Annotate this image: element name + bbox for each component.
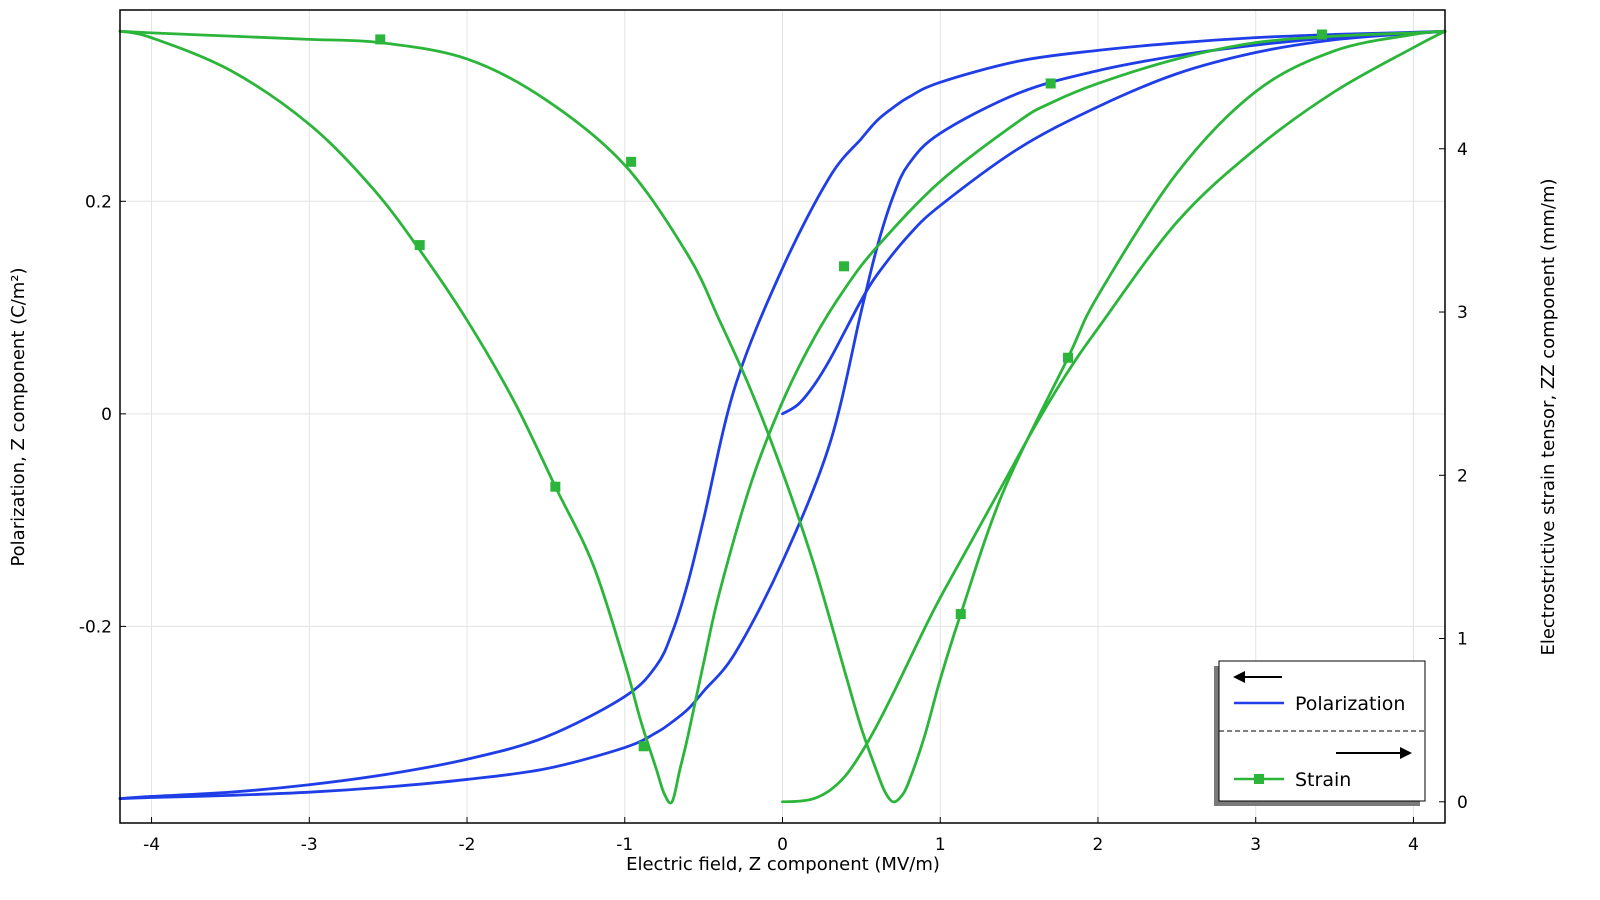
y-right-tick-label: 1 <box>1457 630 1468 650</box>
y-right-tick-label: 0 <box>1457 793 1468 813</box>
x-tick-label: 3 <box>1250 835 1261 855</box>
strain-marker <box>626 156 637 167</box>
strain-marker <box>1045 78 1056 89</box>
y-right-tick-label: 3 <box>1457 303 1468 323</box>
strain-marker <box>638 741 649 752</box>
x-tick-label: -1 <box>616 835 633 855</box>
strain-series-line <box>781 29 1447 804</box>
legend-label-polarization: Polarization <box>1295 693 1405 715</box>
strain-marker <box>1316 29 1327 40</box>
strain-series-line <box>118 29 1447 804</box>
y-right-tick-label: 4 <box>1457 140 1468 160</box>
tick-labels: -4 -3 -2 -1 0 1 2 3 4 0.2 0 -0.2 4 3 2 1 0 <box>79 140 1468 855</box>
strain-series-line <box>118 29 1447 805</box>
x-axis-title: Electric field, Z component (MV/m) <box>626 854 940 875</box>
polarization-series-line <box>781 29 1447 416</box>
x-tick-label: -3 <box>301 835 318 855</box>
legend-left-arrow-head <box>1233 671 1245 683</box>
y-left-tick-label: 0.2 <box>85 192 112 212</box>
strain-marker <box>375 34 386 45</box>
legend-swatch-strain-marker <box>1254 774 1264 784</box>
strain-marker <box>1063 352 1074 363</box>
x-tick-label: 0 <box>777 835 788 855</box>
left-axis-title: Polarization, Z component (C/m²) <box>8 267 29 566</box>
x-tick-label: 2 <box>1093 835 1104 855</box>
y-left-tick-label: 0 <box>101 405 112 425</box>
strain-marker <box>955 609 966 620</box>
legend-label-strain: Strain <box>1295 769 1351 791</box>
polarization-series-line <box>118 29 1447 800</box>
x-tick-label: -2 <box>459 835 476 855</box>
strain-marker <box>839 261 850 272</box>
x-tick-label: 1 <box>935 835 946 855</box>
strain-marker <box>550 481 561 492</box>
series-layer <box>118 29 1447 805</box>
legend: Polarization Strain <box>1214 660 1426 806</box>
polarization-series-line <box>118 29 1447 800</box>
y-left-tick-label: -0.2 <box>79 617 112 637</box>
legend-right-arrow-head <box>1400 747 1412 759</box>
strain-marker <box>414 240 425 251</box>
x-tick-label: 4 <box>1408 835 1419 855</box>
x-tick-label: -4 <box>143 835 160 855</box>
right-axis-title: Electrostrictive strain tensor, ZZ compo… <box>1538 178 1559 655</box>
y-right-tick-label: 2 <box>1457 466 1468 486</box>
